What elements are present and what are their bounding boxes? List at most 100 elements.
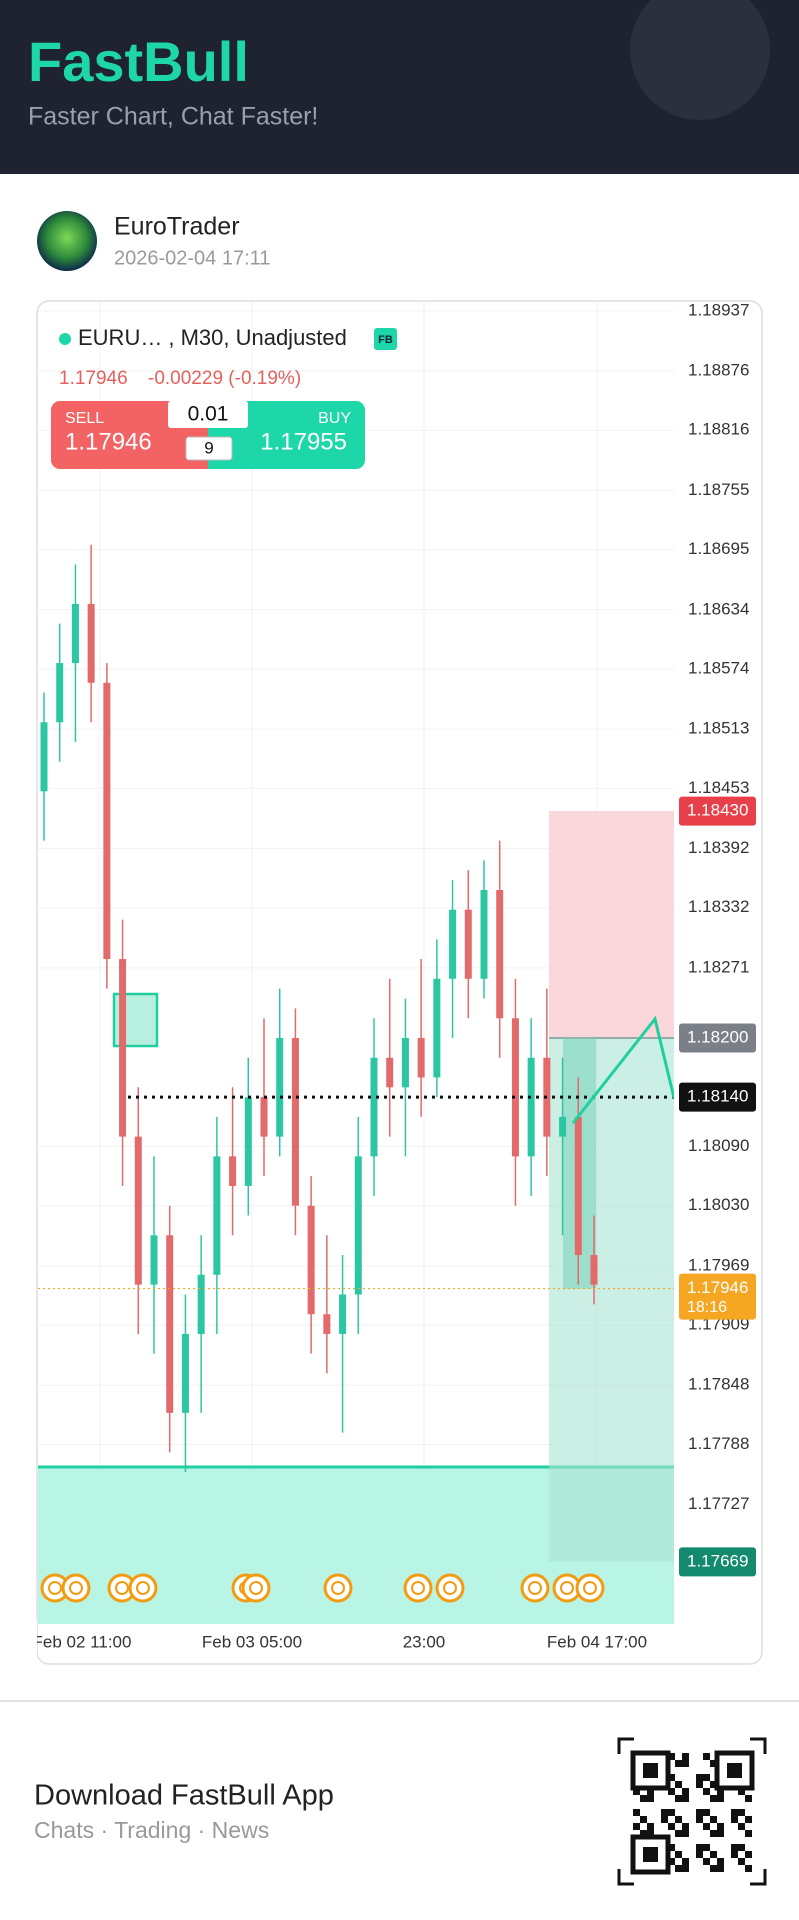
event-coin[interactable]	[435, 1573, 465, 1603]
symbol-meta: , M30, Unadjusted	[168, 325, 347, 350]
candle-body	[417, 1037, 425, 1078]
y-tick-label: 1.18755	[688, 480, 749, 499]
candle-body	[87, 603, 95, 683]
candle-body	[574, 1116, 582, 1256]
candle-body	[134, 1136, 142, 1285]
price-badge	[679, 1547, 756, 1577]
qr-cell	[668, 1823, 675, 1830]
qr-cell	[647, 1823, 654, 1830]
event-coin[interactable]	[61, 1573, 91, 1603]
event-coin[interactable]	[403, 1573, 433, 1603]
buy-label: BUY	[318, 410, 351, 427]
buy-price: 1.17955	[260, 428, 347, 455]
qr-cell	[675, 1795, 682, 1802]
candle-body	[166, 1235, 174, 1413]
price-badge	[679, 796, 756, 826]
event-coin[interactable]	[323, 1573, 353, 1603]
author[interactable]: EuroTrader	[114, 213, 240, 241]
overlay: 1.18937 1.18876 1.18816 1.18755 1.18695 1.186…	[0, 300, 756, 1660]
lot: 0.01	[188, 403, 229, 426]
candle-body	[197, 1274, 205, 1334]
price-badge-label: 1.18200	[687, 1027, 748, 1046]
candle-body	[339, 1294, 347, 1334]
event-coin[interactable]	[128, 1573, 158, 1603]
event-coin[interactable]	[520, 1573, 550, 1603]
qr-cell	[675, 1851, 682, 1858]
candle-body	[229, 1156, 237, 1186]
qr-cell	[703, 1844, 710, 1851]
status-dot	[59, 333, 71, 345]
qr-cell	[703, 1753, 710, 1760]
qr-cell	[668, 1774, 675, 1781]
qr-cell	[717, 1823, 724, 1830]
avatar[interactable]	[37, 211, 97, 271]
qr-cell	[745, 1795, 752, 1802]
fb-badge-text: FB	[378, 334, 393, 346]
y-tick-label: 1.18332	[688, 897, 749, 916]
countdown: 18:16	[687, 1299, 727, 1316]
footer-title: Download FastBull App	[34, 1780, 334, 1812]
qr-cell	[696, 1809, 703, 1816]
qr-cell	[696, 1844, 703, 1851]
fb-badge	[374, 328, 397, 350]
qr-finder-core	[643, 1847, 658, 1862]
event-coin-inner	[249, 1581, 263, 1595]
y-tick-label: 1.18513	[688, 719, 749, 738]
last-price: 1.17946	[59, 368, 128, 389]
qr-cell	[703, 1823, 710, 1830]
y-tick-label: 1.18816	[688, 420, 749, 439]
candle-body	[119, 959, 127, 1137]
candle-body	[323, 1314, 331, 1334]
qr-cell	[738, 1809, 745, 1816]
candle-body	[433, 978, 441, 1078]
spread-box	[185, 436, 233, 461]
qr-cell	[668, 1809, 675, 1816]
y-tick-label: 1.17788	[688, 1434, 749, 1453]
y-tick-label: 1.18030	[688, 1195, 749, 1214]
qr-cell	[682, 1753, 689, 1760]
x-tick-label: Feb 02 11:00	[33, 1632, 132, 1651]
lot-box[interactable]	[168, 401, 248, 428]
footer-subtitle: Chats · Trading · News	[34, 1817, 269, 1843]
y-tick-label: 1.18876	[688, 361, 749, 380]
event-coin-inner	[136, 1581, 150, 1595]
y-tick-label: 1.18574	[688, 658, 749, 677]
event-coin[interactable]	[575, 1573, 605, 1603]
candle-body	[386, 1057, 394, 1088]
qr-cell	[738, 1788, 745, 1795]
qr-cell	[640, 1795, 647, 1802]
qr-cell	[710, 1816, 717, 1823]
qr-cell	[703, 1774, 710, 1781]
qr-cell	[745, 1816, 752, 1823]
event-coin-inner	[115, 1581, 129, 1595]
qr-cell	[661, 1816, 668, 1823]
qr-cell	[668, 1858, 675, 1865]
qr-cell	[717, 1858, 724, 1865]
candle-body	[103, 682, 111, 960]
qr-cell	[710, 1760, 717, 1767]
candle-body	[291, 1037, 299, 1206]
candle-body	[496, 889, 504, 1019]
event-coin[interactable]	[241, 1573, 271, 1603]
qr-frame	[617, 1737, 767, 1886]
qr-cell	[745, 1851, 752, 1858]
qr-cell	[633, 1788, 640, 1795]
qr-cell	[738, 1858, 745, 1865]
y-tick-label: 1.18453	[688, 778, 749, 797]
candle-body	[511, 1018, 519, 1157]
qr-cell	[710, 1795, 717, 1802]
sell-label: SELL	[65, 410, 104, 427]
take-profit-zone	[549, 811, 674, 1038]
symbol: EURU…	[78, 325, 162, 350]
qr-cell	[703, 1788, 710, 1795]
x-tick-label: Feb 03 05:00	[202, 1632, 302, 1651]
qr-cell	[640, 1830, 647, 1837]
candle-body	[213, 1156, 221, 1275]
qr-code[interactable]	[617, 1737, 767, 1886]
qr-cell	[675, 1760, 682, 1767]
candle-body	[449, 909, 457, 979]
qr-cell	[682, 1788, 689, 1795]
candle-body	[401, 1037, 409, 1088]
